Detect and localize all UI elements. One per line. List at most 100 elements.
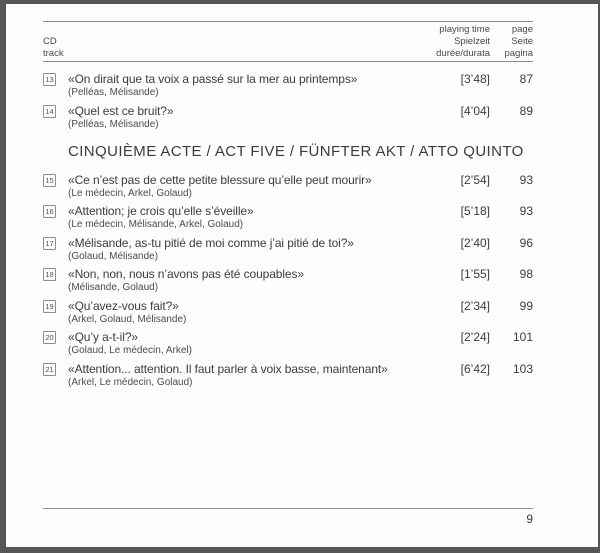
track-list-act5: 15 «Ce n’est pas de cette petite blessur… [43, 172, 533, 389]
track-page-ref: 101 [512, 330, 533, 344]
track-title-cell: «Qu’avez-vous fait?» (Arkel, Golaud, Mél… [68, 298, 435, 326]
track-title: «Ce n’est pas de cette petite blessure q… [68, 172, 372, 187]
track-number-box: 21 [43, 362, 56, 376]
header-page-line3: pagina [504, 48, 533, 59]
track-number-cell: 14 [43, 103, 68, 131]
track-row: 19 «Qu’avez-vous fait?» (Arkel, Golaud, … [43, 298, 533, 326]
track-playing-time: [4’04] [460, 103, 490, 118]
track-title-cell: «On dirait que ta voix a passé sur la me… [68, 71, 435, 99]
track-row: 13 «On dirait que ta voix a passé sur la… [43, 71, 533, 99]
track-number-cell: 16 [43, 203, 68, 231]
track-page-ref: 93 [519, 172, 533, 187]
track-performers: (Arkel, Golaud, Mélisande) [68, 313, 187, 325]
track-performers: (Le médecin, Arkel, Golaud) [68, 187, 192, 199]
track-title: «Qu’avez-vous fait?» [68, 298, 179, 313]
track-number: 20 [45, 333, 54, 342]
track-page-ref: 103 [512, 361, 533, 376]
track-row: 20 «Qu’y a-t-il?» (Golaud, Le médecin, A… [43, 329, 533, 357]
track-page-ref: 96 [519, 235, 533, 250]
track-title-cell: «Ce n’est pas de cette petite blessure q… [68, 172, 435, 200]
track-number-box: 13 [43, 73, 56, 86]
track-title: «Qu’y a-t-il?» [68, 330, 138, 344]
table-header: CD track playing time Spielzeit durée/du… [43, 22, 533, 61]
header-page-line1: page [511, 24, 533, 35]
header-time-line3: durée/durata [436, 48, 490, 59]
track-performers: (Golaud, Le médecin, Arkel) [68, 345, 192, 356]
track-number: 16 [45, 207, 54, 216]
track-performers: (Arkel, Le médecin, Golaud) [68, 376, 193, 388]
track-number-box: 17 [43, 236, 56, 250]
track-playing-time: [1’55] [460, 267, 490, 281]
track-title-cell: «Quel est ce bruit?» (Pelléas, Mélisande… [68, 103, 435, 131]
track-row: 14 «Quel est ce bruit?» (Pelléas, Mélisa… [43, 103, 533, 131]
track-number: 17 [45, 238, 54, 248]
track-number: 18 [45, 270, 54, 279]
track-page-ref: 89 [519, 103, 533, 118]
track-number: 13 [45, 75, 54, 84]
track-number-cell: 17 [43, 235, 68, 263]
track-number-cell: 20 [43, 329, 68, 357]
track-number-box: 15 [43, 173, 56, 187]
track-playing-time: [6’42] [460, 361, 490, 376]
track-performers: (Mélisande, Golaud) [68, 282, 159, 293]
track-number-box: 14 [43, 104, 56, 118]
track-number-box: 16 [43, 205, 56, 218]
track-number-box: 20 [43, 331, 56, 344]
track-row: 17 «Mélisande, as-tu pitié de moi comme … [43, 235, 533, 263]
track-performers: (Golaud, Mélisande) [68, 250, 159, 262]
header-col-page: page Seite pagina [490, 24, 533, 60]
track-title: «Quel est ce bruit?» [68, 103, 174, 118]
track-number: 15 [45, 175, 54, 185]
track-title-cell: «Mélisande, as-tu pitié de moi comme j’a… [68, 235, 435, 263]
header-time-line2: Spielzeit [454, 36, 490, 47]
track-page-ref: 98 [519, 267, 533, 281]
track-page-ref: 87 [519, 72, 533, 86]
header-col-playing-time: playing time Spielzeit durée/durata [436, 24, 490, 60]
track-title: «Non, non, nous n’avons pas été coupable… [68, 267, 304, 281]
track-number-cell: 19 [43, 298, 68, 326]
tracklist: CD track playing time Spielzeit durée/du… [43, 4, 533, 392]
track-title: «Attention... attention. Il faut parler … [68, 361, 388, 376]
track-row: 21 «Attention... attention. Il faut parl… [43, 361, 533, 389]
track-performers: (Pelléas, Mélisande) [68, 118, 159, 130]
track-row: 16 «Attention; je crois qu’elle s’éveill… [43, 203, 533, 231]
track-playing-time: [2’40] [460, 235, 490, 250]
track-title-cell: «Attention; je crois qu’elle s’éveille» … [68, 203, 435, 231]
header-top-rule [43, 21, 533, 22]
track-playing-time: [2’34] [460, 298, 490, 313]
track-performers: (Le médecin, Mélisande, Arkel, Golaud) [68, 219, 244, 230]
track-list-act4-continued: 13 «On dirait que ta voix a passé sur la… [43, 71, 533, 131]
track-number-cell: 18 [43, 266, 68, 294]
footer-rule [43, 508, 533, 509]
track-number: 21 [45, 364, 54, 374]
track-playing-time: [2’54] [460, 172, 490, 187]
track-title: «Mélisande, as-tu pitié de moi comme j’a… [68, 235, 354, 250]
header-col-track: CD track [43, 36, 436, 60]
track-number-cell: 13 [43, 71, 68, 99]
track-number-cell: 15 [43, 172, 68, 200]
track-number-box: 19 [43, 299, 56, 313]
header-bottom-rule [43, 61, 533, 62]
header-page-line2: Seite [511, 36, 533, 47]
track-title-cell: «Qu’y a-t-il?» (Golaud, Le médecin, Arke… [68, 329, 435, 357]
track-number-box: 18 [43, 268, 56, 281]
track-title-cell: «Non, non, nous n’avons pas été coupable… [68, 266, 435, 294]
track-page-ref: 93 [519, 204, 533, 218]
track-number: 14 [45, 106, 54, 116]
track-title: «On dirait que ta voix a passé sur la me… [68, 72, 358, 86]
track-playing-time: [2’24] [460, 330, 490, 344]
track-playing-time: [5’18] [460, 204, 490, 218]
track-row: 15 «Ce n’est pas de cette petite blessur… [43, 172, 533, 200]
track-title-cell: «Attention... attention. Il faut parler … [68, 361, 435, 389]
header-track-line2: track [43, 48, 64, 59]
header-time-line1: playing time [439, 24, 490, 35]
track-title: «Attention; je crois qu’elle s’éveille» [68, 204, 254, 218]
track-playing-time: [3’48] [460, 72, 490, 86]
track-number: 19 [45, 301, 54, 311]
track-number-cell: 21 [43, 361, 68, 389]
track-row: 18 «Non, non, nous n’avons pas été coupa… [43, 266, 533, 294]
track-page-ref: 99 [519, 298, 533, 313]
track-performers: (Pelléas, Mélisande) [68, 87, 159, 98]
header-track-line1: CD [43, 36, 57, 47]
